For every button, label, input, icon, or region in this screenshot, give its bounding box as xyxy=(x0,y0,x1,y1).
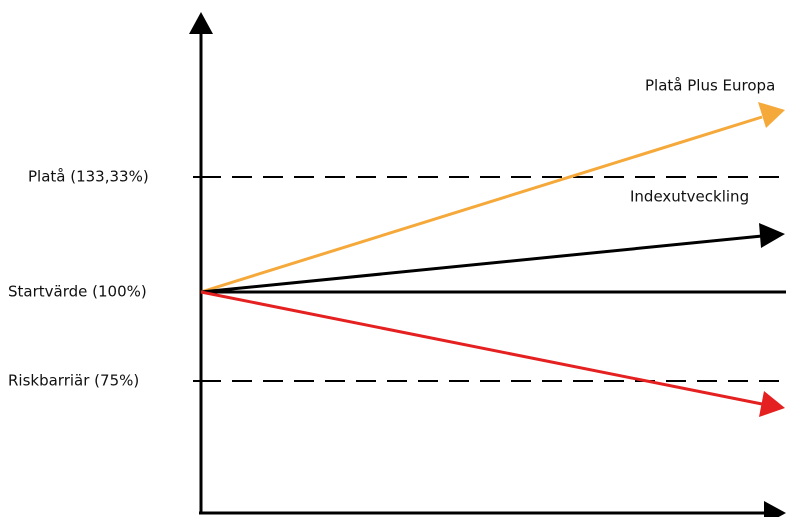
y-axis-arrowhead xyxy=(189,12,213,34)
risk-label: Riskbarriär (75%) xyxy=(8,372,139,390)
product-arrow-line xyxy=(200,115,763,294)
down-arrowhead xyxy=(759,391,785,417)
product-arrowhead xyxy=(758,102,785,128)
index-arrowhead xyxy=(759,223,785,248)
start-label: Startvärde (100%) xyxy=(8,283,147,301)
plata-label: Platå (133,33%) xyxy=(28,168,149,186)
index-label: Indexutveckling xyxy=(630,188,749,206)
index-arrow-line xyxy=(200,234,763,294)
product-label: Platå Plus Europa xyxy=(645,77,775,95)
x-axis-arrowhead xyxy=(764,501,786,522)
down-arrow-line xyxy=(200,290,763,406)
